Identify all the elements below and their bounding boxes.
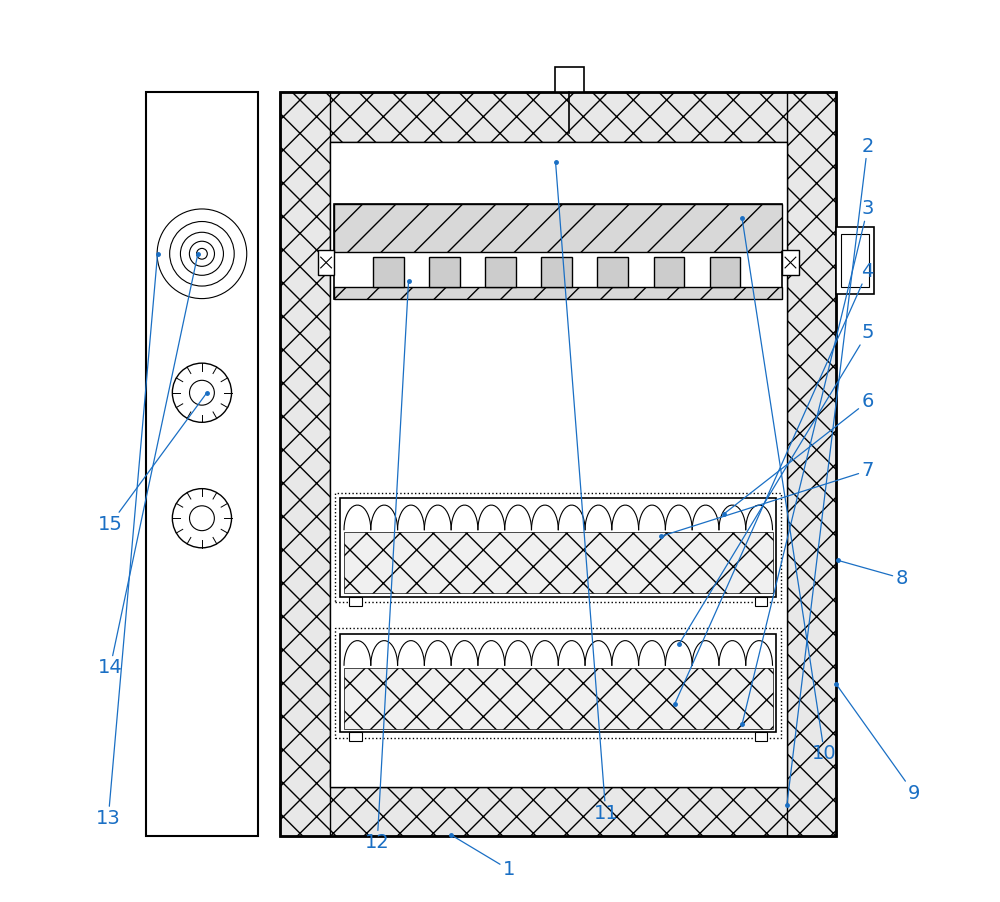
Bar xyxy=(787,92,836,836)
Bar xyxy=(541,257,572,288)
Bar xyxy=(485,257,516,288)
Bar xyxy=(146,92,258,836)
Bar xyxy=(330,142,787,787)
Bar xyxy=(340,498,776,597)
Bar xyxy=(836,226,874,294)
Bar xyxy=(334,288,782,299)
Bar xyxy=(340,634,776,732)
Text: 7: 7 xyxy=(661,461,874,536)
Text: 1: 1 xyxy=(451,834,515,879)
Text: 4: 4 xyxy=(675,262,874,704)
Text: 6: 6 xyxy=(724,392,874,514)
Bar xyxy=(280,92,836,836)
Text: 15: 15 xyxy=(98,392,207,534)
Bar xyxy=(280,787,836,836)
Bar xyxy=(344,667,773,729)
Bar xyxy=(555,68,584,92)
Bar xyxy=(841,234,869,287)
Bar xyxy=(597,257,628,288)
Text: 2: 2 xyxy=(787,137,874,805)
Bar xyxy=(755,597,767,606)
Bar xyxy=(280,92,836,142)
Bar xyxy=(344,532,773,594)
Text: 8: 8 xyxy=(838,560,908,588)
Text: 11: 11 xyxy=(556,162,618,823)
Text: 14: 14 xyxy=(98,253,198,677)
Bar xyxy=(349,597,362,606)
Bar xyxy=(335,629,781,738)
Text: 5: 5 xyxy=(679,323,874,644)
Bar xyxy=(334,205,782,299)
Bar xyxy=(429,257,460,288)
Bar xyxy=(318,250,334,275)
Bar xyxy=(349,732,362,741)
Text: 13: 13 xyxy=(96,253,158,828)
Text: 9: 9 xyxy=(836,684,920,803)
Bar xyxy=(373,257,404,288)
Text: 10: 10 xyxy=(742,218,837,763)
Bar xyxy=(335,492,781,603)
Bar xyxy=(334,205,782,252)
Bar xyxy=(755,732,767,741)
Bar xyxy=(710,257,740,288)
Text: 12: 12 xyxy=(365,281,409,852)
Bar xyxy=(782,250,799,275)
Bar xyxy=(654,257,684,288)
Bar xyxy=(280,92,330,836)
Text: 3: 3 xyxy=(742,199,874,724)
